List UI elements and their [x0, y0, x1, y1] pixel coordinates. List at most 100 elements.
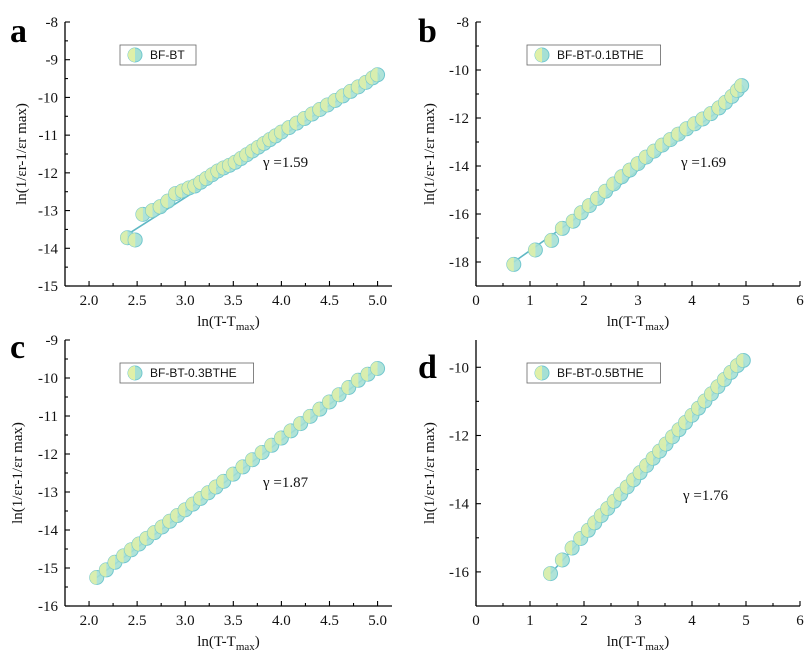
- data-point-half: [251, 140, 259, 155]
- y-tick-label: -16: [449, 207, 469, 223]
- data-point-half: [695, 111, 703, 126]
- data-point-half: [678, 415, 686, 430]
- x-tick-label: 1: [526, 293, 534, 309]
- data-point-half: [199, 171, 207, 186]
- data-point-half: [581, 523, 589, 538]
- x-tick-label: 1: [526, 613, 534, 629]
- legend-box: [119, 362, 255, 384]
- data-point-half: [264, 438, 272, 453]
- data-point: [341, 380, 357, 395]
- data-point-half: [506, 257, 514, 272]
- data-point: [370, 67, 386, 83]
- data-point-half: [226, 467, 234, 482]
- data-point: [735, 352, 751, 368]
- data-point-half: [697, 394, 705, 409]
- data-point-half: [120, 230, 128, 245]
- legend-box: [526, 44, 662, 66]
- data-point-half: [724, 89, 732, 104]
- data-point-half: [607, 494, 615, 509]
- data-point-half: [312, 102, 320, 117]
- data-point-half: [239, 147, 247, 162]
- gamma-annotation: γ =1.76: [682, 488, 729, 504]
- y-tick-label: -8: [457, 15, 470, 31]
- data-point-half: [332, 387, 340, 402]
- data-point-half: [351, 373, 359, 388]
- data-point-half: [297, 111, 305, 126]
- data-point-half: [528, 243, 536, 257]
- data-point-half: [543, 566, 551, 581]
- data-point-half: [187, 179, 195, 194]
- y-tick-label: -9: [46, 333, 59, 349]
- x-tick-label: 5: [742, 613, 750, 629]
- data-point-half: [89, 570, 97, 585]
- data-point-half: [574, 205, 582, 220]
- data-point: [506, 256, 522, 272]
- x-tick-label: 3.5: [224, 293, 243, 309]
- x-tick-label: 5: [742, 293, 750, 309]
- y-tick-label: -12: [449, 111, 469, 127]
- x-tick-label: 4.0: [272, 293, 291, 309]
- data-point-half: [245, 143, 253, 158]
- data-point-half: [320, 97, 328, 112]
- x-tick-label: 3.0: [176, 293, 195, 309]
- x-tick-label: 3: [634, 613, 642, 629]
- y-tick-label: -18: [449, 255, 469, 271]
- gamma-annotation: γ =1.59: [262, 155, 308, 171]
- y-tick-label: -11: [39, 409, 58, 425]
- x-axis-label: ln(T-Tmax): [197, 634, 260, 653]
- x-tick-label: 2.0: [80, 293, 99, 309]
- data-point: [527, 242, 543, 258]
- data-point-half: [216, 474, 224, 489]
- data-point-half: [153, 199, 161, 214]
- data-point-half: [228, 155, 236, 170]
- data-point-half: [205, 167, 213, 182]
- data-point-half: [147, 525, 155, 540]
- data-point-half: [168, 186, 176, 201]
- data-point-half: [222, 158, 230, 173]
- data-point-half: [606, 177, 614, 191]
- data-point-half: [170, 508, 178, 523]
- data-point-half: [343, 84, 351, 99]
- data-point-half: [613, 487, 621, 502]
- data-point-half: [235, 459, 243, 474]
- x-axis-label: ln(T-Tmax): [197, 314, 260, 333]
- y-tick-label: -12: [38, 166, 58, 182]
- panel-a: 2.0 2.5 3.0 3.5 4.0 4.5 5.0 -15 -14 -13 -12 -11 -10 -…: [10, 13, 392, 333]
- data-point-half: [665, 429, 673, 444]
- data-point-half: [216, 160, 224, 175]
- legend-marker-half: [128, 366, 135, 380]
- y-tick-label: -13: [38, 485, 58, 501]
- data-point-half: [257, 136, 265, 151]
- data-point-half: [274, 431, 282, 446]
- data-point-half: [647, 144, 655, 159]
- data-point-half: [614, 169, 622, 184]
- data-point-half: [590, 191, 598, 206]
- data-point-half: [262, 132, 270, 147]
- data-point-half: [312, 402, 320, 417]
- legend-label: BF-BT-0.3BTHE: [150, 366, 237, 380]
- x-tick-label: 4.5: [320, 613, 339, 629]
- data-point-half: [730, 358, 738, 373]
- y-tick-label: -8: [46, 15, 59, 31]
- y-axis-label: ln(1/εr-1/εr max): [422, 103, 438, 205]
- data-point-half: [587, 515, 595, 530]
- data-point-half: [282, 120, 290, 135]
- y-axis-label: ln(1/εr-1/εr max): [14, 103, 30, 205]
- data-point: [734, 78, 750, 94]
- data-point-half: [274, 125, 282, 140]
- data-point-half: [544, 233, 552, 248]
- legend-label: BF-BT: [150, 48, 185, 62]
- legend-marker-half: [128, 48, 135, 62]
- x-tick-label: 5.0: [368, 613, 387, 629]
- data-point-half: [305, 107, 313, 122]
- data-point-half: [116, 548, 124, 563]
- data-point-half: [128, 232, 136, 247]
- data-point-half: [671, 127, 679, 142]
- data-point-half: [135, 207, 143, 222]
- gamma-annotation: γ =1.69: [680, 155, 726, 171]
- data-point: [370, 361, 386, 376]
- data-point: [687, 116, 703, 132]
- data-point-half: [293, 416, 301, 431]
- y-tick-label: -14: [38, 523, 58, 539]
- data-point-half: [565, 541, 573, 556]
